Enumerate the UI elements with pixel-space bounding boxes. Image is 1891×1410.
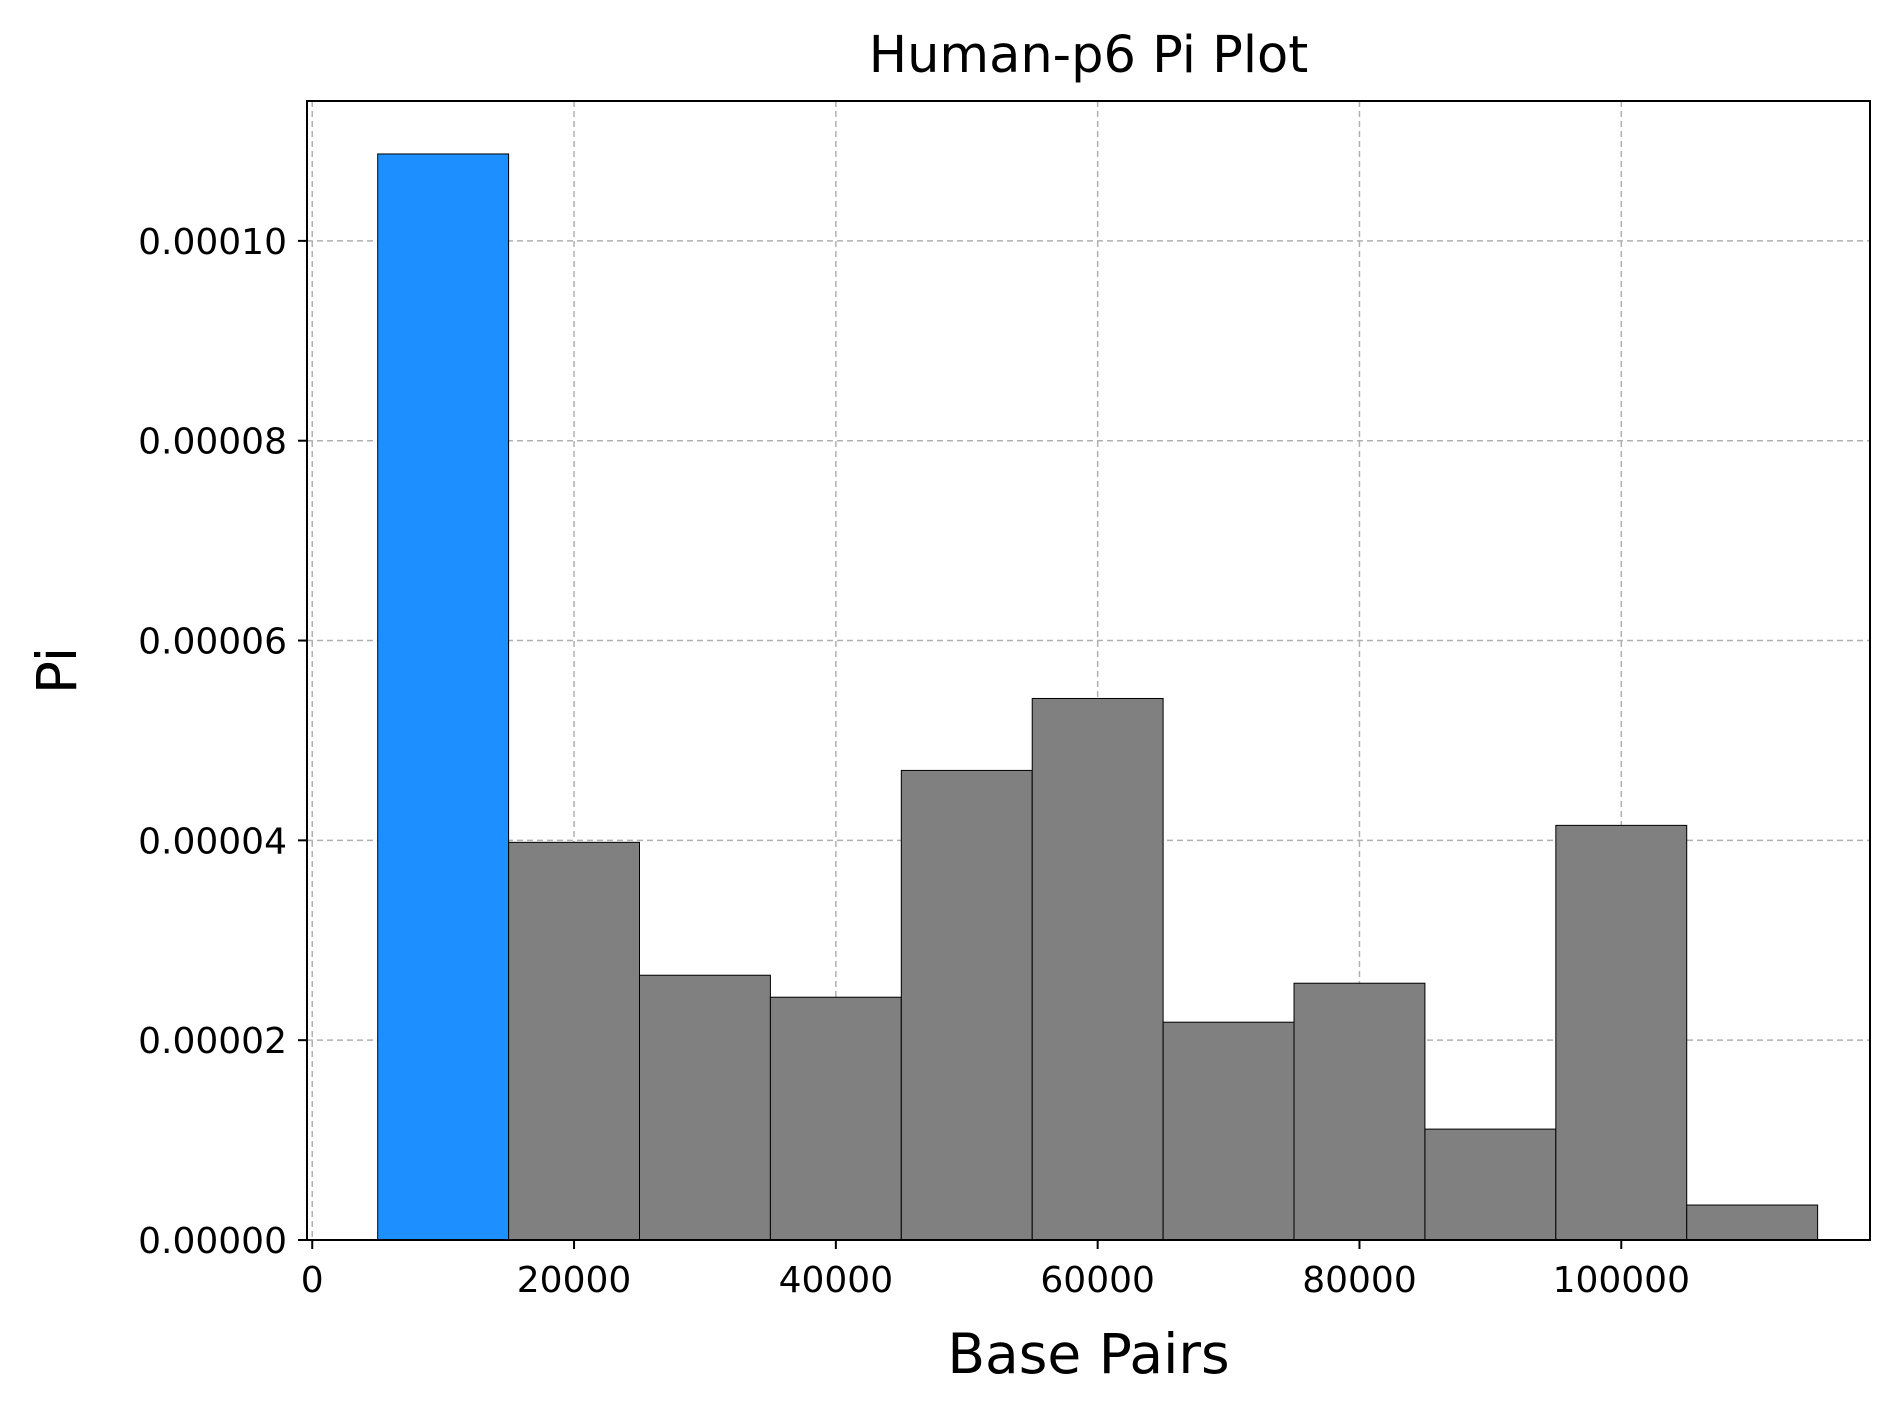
y-tick-label: 0.00002 — [138, 1021, 287, 1062]
bar — [1162, 1021, 1295, 1241]
y-tick-label: 0.00010 — [138, 222, 287, 263]
bar — [769, 996, 902, 1241]
x-tick-label: 60000 — [1040, 1260, 1155, 1301]
x-tick-label: 20000 — [517, 1260, 632, 1301]
y-tick-label: 0.00008 — [138, 422, 287, 463]
y-tick-label: 0.00006 — [138, 622, 287, 663]
bar — [1424, 1128, 1557, 1241]
y-tick-label: 0.00000 — [138, 1221, 287, 1262]
x-axis-label: Base Pairs — [947, 1322, 1229, 1386]
chart-title: Human-p6 Pi Plot — [869, 26, 1309, 85]
bar — [1686, 1204, 1819, 1241]
bar — [1555, 824, 1688, 1241]
bar — [508, 841, 640, 1241]
y-tick-label: 0.00004 — [138, 821, 287, 862]
x-tick-label: 40000 — [779, 1260, 894, 1301]
plot-frame — [306, 100, 1871, 1241]
bar — [1293, 982, 1426, 1241]
y-axis-label: Pi — [25, 647, 89, 694]
bar-highlighted — [377, 153, 510, 1241]
x-tick-label: 80000 — [1302, 1260, 1417, 1301]
bar — [900, 769, 1033, 1241]
bars — [377, 153, 1819, 1241]
x-tick-label: 0 — [301, 1260, 324, 1301]
x-tick-label: 100000 — [1553, 1260, 1690, 1301]
bar — [638, 974, 771, 1241]
bar — [1031, 697, 1164, 1241]
ticks: 0 20000 40000 60000 80000 100000 0.00000 0.0000… — [138, 222, 1690, 1301]
